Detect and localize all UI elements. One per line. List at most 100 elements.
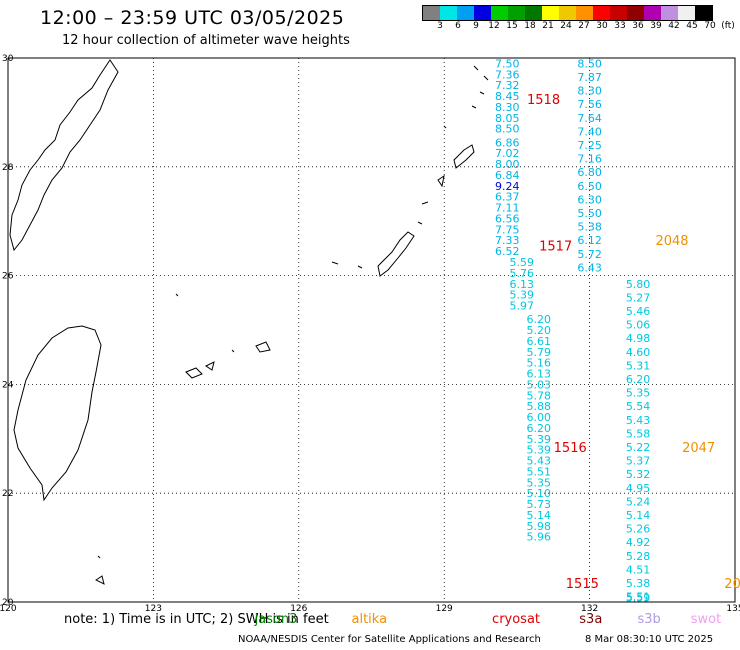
lon-tick-label: 120 [0, 604, 17, 614]
wave-height-value: 4.95 [626, 482, 651, 495]
wave-height-value: 5.31 [626, 359, 651, 372]
wave-height-value: 5.20 [526, 324, 551, 337]
wave-height-value: 8.00 [495, 158, 520, 171]
wave-height-value: 6.56 [495, 212, 520, 225]
wave-height-tracks: 7.507.367.328.458.308.058.506.867.028.00… [495, 57, 650, 604]
wave-height-value: 8.30 [577, 85, 602, 98]
colorbar-label: 12 [488, 21, 500, 31]
lat-tick-label: 26 [2, 272, 14, 282]
colorbar-swatch [678, 6, 695, 20]
colorbar-swatch [644, 6, 661, 20]
colorbar-label: 30 [596, 21, 608, 31]
colorbar-swatch [695, 6, 712, 20]
wave-height-value: 5.06 [626, 319, 651, 332]
colorbar-swatch [440, 6, 457, 20]
amami-coastline [453, 144, 475, 169]
colorbar-label: 33 [614, 21, 626, 31]
colorbar-label: 21 [542, 21, 554, 31]
lat-tick-label: 20 [2, 598, 14, 608]
pass-labels: 1518 1517 1516 1515 2048 2047 20 [527, 93, 740, 592]
wave-height-value: 7.16 [577, 153, 602, 166]
satellite-legend-item: cryosat [492, 612, 541, 627]
lon-tick-label: 123 [145, 604, 162, 614]
wave-height-value: 5.43 [526, 455, 551, 468]
wave-height-value: 5.96 [526, 531, 551, 544]
colorbar-swatch [610, 6, 627, 20]
taiwan-coastline [13, 325, 102, 502]
wave-height-value: 5.38 [626, 577, 651, 590]
wave-height-value: 5.39 [509, 289, 534, 302]
colorbar-label: 24 [560, 21, 572, 31]
wave-height-value: 5.80 [626, 278, 651, 291]
wave-height-value: 5.79 [526, 346, 551, 359]
sakishima-coastline [185, 341, 271, 379]
colorbar-label: 70 [704, 21, 716, 31]
graticule [7, 57, 736, 603]
wave-height-value: 5.72 [577, 248, 602, 261]
pass-number-label: 1516 [554, 441, 587, 456]
colorbar-swatch [559, 6, 576, 20]
colorbar-label: 6 [455, 21, 461, 31]
wave-height-value: 6.12 [577, 234, 602, 247]
colorbar-swatch [593, 6, 610, 20]
okinawa-coastline [377, 231, 415, 277]
wave-height-value: 7.64 [577, 112, 602, 125]
wave-height-value: 5.54 [626, 400, 651, 413]
wave-height-value: 6.43 [577, 261, 602, 274]
wave-height-value: 5.24 [626, 495, 651, 508]
colorbar-swatch [576, 6, 593, 20]
wave-height-value: 5.43 [626, 414, 651, 427]
wave-height-value: 6.13 [509, 278, 534, 291]
wave-height-value: 8.30 [495, 101, 520, 114]
credit-text: NOAA/NESDIS Center for Satellite Applica… [238, 634, 541, 645]
lon-tick-label: 135 [726, 604, 740, 614]
wave-height-value: 6.86 [495, 136, 520, 149]
wave-height-value: 5.98 [526, 520, 551, 533]
wave-height-value: 5.14 [626, 509, 651, 522]
wave-height-value: 5.35 [626, 387, 651, 400]
wave-height-value: 9.24 [495, 180, 520, 193]
map-subtitle: 12 hour collection of altimeter wave hei… [62, 33, 350, 48]
wave-height-value: 5.59 [509, 256, 534, 269]
tokara-islands [95, 65, 489, 585]
wave-height-value: 6.80 [577, 166, 602, 179]
wave-height-value: 6.00 [526, 411, 551, 424]
wave-height-value: 5.16 [526, 357, 551, 370]
colorbar-swatch [627, 6, 644, 20]
wave-height-value: 5.22 [626, 441, 651, 454]
wave-height-value: 6.61 [526, 335, 551, 348]
colorbar-swatch [491, 6, 508, 20]
wave-height-value: 4.60 [626, 346, 651, 359]
axis-labels: 120 123 126 129 132 135 30 28 26 24 22 20 [0, 54, 740, 614]
wave-height-value: 4.98 [626, 332, 651, 345]
wave-height-value: 5.38 [577, 221, 602, 234]
wave-height-value: 5.37 [626, 455, 651, 468]
colorbar-label: 9 [473, 21, 479, 31]
lat-tick-label: 30 [2, 54, 14, 64]
wave-height-value: 5.76 [509, 267, 534, 280]
colorbar-swatch [423, 6, 440, 20]
colorbar-swatch [457, 6, 474, 20]
colorbar [422, 5, 713, 21]
wave-height-value: 5.46 [626, 305, 651, 318]
wave-height-value: 8.50 [495, 123, 520, 136]
wave-height-value: 7.50 [495, 57, 520, 70]
wave-height-value: 5.88 [526, 400, 551, 413]
colorbar-label: 15 [506, 21, 518, 31]
wave-height-value: 5.39 [526, 444, 551, 457]
wave-height-value: 5.78 [526, 389, 551, 402]
lat-tick-label: 24 [2, 380, 14, 390]
pass-number-label: 2047 [682, 441, 715, 456]
footer-note: note: 1) Time is in UTC; 2) SWH is in fe… [64, 612, 329, 627]
colorbar-swatch [542, 6, 559, 20]
colorbar-swatch [474, 6, 491, 20]
pass-number-label: 2048 [655, 234, 688, 249]
pass-number-label: 1518 [527, 93, 560, 108]
wave-height-value: 7.36 [495, 68, 520, 81]
wave-height-value: 6.37 [495, 191, 520, 204]
wave-height-value: 4.92 [626, 536, 651, 549]
colorbar-label: 45 [686, 21, 698, 31]
wave-height-value: 5.58 [626, 427, 651, 440]
wave-height-value: 5.10 [526, 487, 551, 500]
wave-height-value: 7.87 [577, 71, 602, 84]
